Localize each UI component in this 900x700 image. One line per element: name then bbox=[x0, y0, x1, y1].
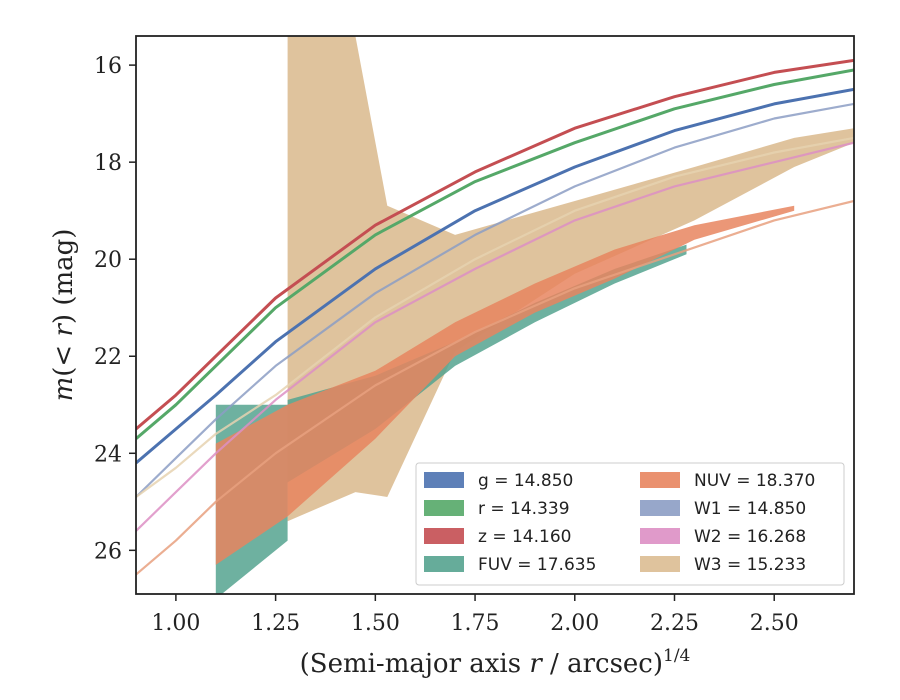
legend-swatch-r bbox=[424, 500, 464, 516]
legend-label-NUV: NUV = 18.370 bbox=[694, 471, 815, 491]
line-W2 bbox=[136, 141, 854, 532]
legend-swatch-FUV bbox=[424, 556, 464, 572]
y-tick-label: 16 bbox=[94, 54, 122, 79]
x-tick-label: 1.75 bbox=[451, 611, 500, 636]
y-tick-label: 24 bbox=[94, 442, 122, 467]
legend-label-z: z = 14.160 bbox=[478, 527, 571, 547]
legend-swatch-NUV bbox=[640, 472, 680, 488]
plot-frame bbox=[135, 35, 855, 595]
y-tick-label: 26 bbox=[94, 539, 122, 564]
legend-label-W2: W2 = 16.268 bbox=[694, 527, 806, 547]
x-tick-label: 2.00 bbox=[550, 611, 599, 636]
y-tick-label: 20 bbox=[94, 248, 122, 273]
y-axis-ticks: 16 18 20 22 24 26 bbox=[94, 54, 136, 564]
legend-label-g: g = 14.850 bbox=[478, 471, 573, 491]
legend-label-W3: W3 = 15.233 bbox=[694, 555, 806, 575]
legend-frame bbox=[415, 462, 845, 586]
legend-swatch-W2 bbox=[640, 528, 680, 544]
legend-label-FUV: FUV = 17.635 bbox=[478, 555, 596, 575]
x-axis-ticks: 1.00 1.25 1.50 1.75 2.00 2.25 2.50 bbox=[151, 594, 799, 636]
legend-swatch-W1 bbox=[640, 500, 680, 516]
line-r bbox=[136, 68, 854, 440]
legend-swatch-g bbox=[424, 472, 464, 488]
x-tick-label: 1.25 bbox=[251, 611, 300, 636]
band-W3 bbox=[287, 36, 854, 594]
line-z bbox=[136, 58, 854, 431]
line-W3_line bbox=[136, 136, 854, 498]
legend-label-r: r = 14.339 bbox=[478, 499, 570, 519]
line-g bbox=[136, 87, 854, 465]
legend: g = 14.850 r = 14.339 z = 14.160 FUV = 17.6… bbox=[415, 462, 845, 586]
x-tick-label: 2.50 bbox=[750, 611, 799, 636]
line-NUV_line bbox=[136, 199, 854, 576]
line-W1 bbox=[136, 102, 854, 498]
legend-swatch-W3 bbox=[640, 556, 680, 572]
plot-data-layer bbox=[136, 36, 854, 594]
y-axis-label: m(< r) (mag) bbox=[49, 229, 79, 402]
x-tick-label: 2.25 bbox=[650, 611, 699, 636]
y-tick-label: 18 bbox=[94, 151, 122, 176]
legend-label-W1: W1 = 14.850 bbox=[694, 499, 806, 519]
x-tick-label: 1.50 bbox=[351, 611, 400, 636]
x-tick-label: 1.00 bbox=[151, 611, 200, 636]
legend-swatch-z bbox=[424, 528, 464, 544]
x-axis-label: (Semi-major axis r / arcsec)1/4 bbox=[300, 646, 691, 679]
y-tick-label: 22 bbox=[94, 345, 122, 370]
